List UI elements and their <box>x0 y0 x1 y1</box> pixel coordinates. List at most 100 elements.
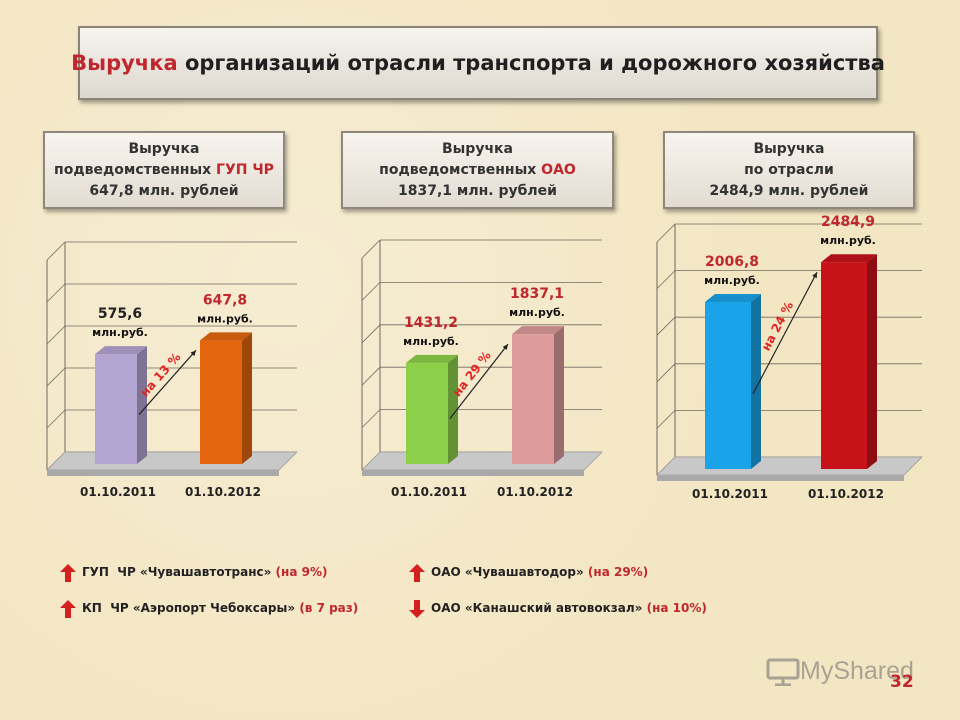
gridline-side <box>361 282 381 301</box>
tick-label: 01.10.2011 <box>80 485 156 499</box>
panel-header-line1: Выручка <box>753 141 825 157</box>
legend-change: (в 7 раз) <box>299 601 359 615</box>
tick-label: 01.10.2012 <box>808 487 884 501</box>
growth-label: на 24 % <box>759 299 796 353</box>
data-label-unit: млн.руб. <box>197 312 253 325</box>
bar-2011 <box>406 362 448 464</box>
panel-header-industry: Выручка по отрасли 2484,9 млн. рублей <box>663 131 915 209</box>
bar-side <box>242 332 252 464</box>
growth-arrow-line <box>449 343 509 419</box>
bar-2012 <box>512 334 554 464</box>
bar-side <box>448 354 458 464</box>
data-label-unit: млн.руб. <box>509 306 565 319</box>
legend-text: ОАО «Канашский автовокзал» <box>431 601 647 615</box>
data-label-unit: млн.руб. <box>820 234 876 247</box>
tick-label: 01.10.2011 <box>692 487 768 501</box>
data-label: 2484,9 <box>821 214 875 230</box>
panel-header-line2a: подведомственных <box>379 162 542 178</box>
bar-top <box>705 294 761 303</box>
data-label: 575,6 <box>98 306 142 322</box>
chart-floor <box>656 456 923 476</box>
bar-side <box>867 254 877 469</box>
panel-header-line1: Выручка <box>128 141 200 157</box>
down-arrow-icon <box>409 599 425 618</box>
gridline-side <box>46 409 66 429</box>
panel-header-line3: 1837,1 млн. рублей <box>398 183 557 199</box>
bar-2011 <box>705 302 751 469</box>
arrow-head-icon <box>812 272 817 279</box>
gridline-side <box>656 270 676 289</box>
legend-item-chuvashavtodor: ОАО «Чувашавтодор» (на 29%) <box>409 563 649 582</box>
tick-label: 01.10.2011 <box>391 485 467 499</box>
data-label: 1837,1 <box>510 286 564 302</box>
legend-item-kanash: ОАО «Канашский автовокзал» (на 10%) <box>409 599 707 618</box>
data-label-unit: млн.руб. <box>92 326 148 339</box>
data-label: 2006,8 <box>705 254 759 270</box>
panel-header-line2a: подведомственных <box>54 162 217 178</box>
slide-title: Выручка организаций отрасли транспорта и… <box>71 26 885 100</box>
gridline-side <box>361 324 381 344</box>
bar-2012 <box>821 262 867 469</box>
legend-text: ОАО «Чувашавтодор» <box>431 565 588 579</box>
bar-2011 <box>95 354 137 464</box>
data-label-unit: млн.руб. <box>704 274 760 287</box>
panel-header-line2b: ОАО <box>541 162 576 178</box>
gridline-side <box>46 241 66 261</box>
panel-header-line2b: ГУП ЧР <box>216 162 274 178</box>
watermark: MyShared <box>766 656 914 686</box>
gridline-side <box>46 325 66 345</box>
chart-floor-edge <box>362 470 584 476</box>
chart-gup: 575,6 млн.руб. 01.10.2011 647,8 млн.руб. 01.1… <box>46 241 298 499</box>
gridline-side <box>361 409 381 428</box>
legend-change: (на 10%) <box>646 601 707 615</box>
bar-side <box>751 294 761 469</box>
chart-floor <box>46 451 298 471</box>
legend-item-airport: КП ЧР «Аэропорт Чебоксары» (в 7 раз) <box>60 599 359 618</box>
panel-header-line2a: по отрасли <box>744 162 834 178</box>
bar-top <box>200 332 252 341</box>
up-arrow-icon <box>409 563 425 582</box>
watermark-text: MyShared <box>800 656 914 685</box>
bar-side <box>554 326 564 464</box>
arrow-head-icon <box>502 344 508 351</box>
panel-header-line3: 2484,9 млн. рублей <box>709 183 869 199</box>
bar-top <box>821 254 877 263</box>
legend-text: ГУП ЧР «Чувашавтотранс» <box>82 565 276 579</box>
tick-label: 01.10.2012 <box>185 485 261 499</box>
page-number: 32 <box>890 672 914 692</box>
gridline-side <box>656 223 676 243</box>
data-label: 647,8 <box>203 292 247 308</box>
data-label-unit: млн.руб. <box>403 335 459 348</box>
legend-change: (на 29%) <box>587 565 649 579</box>
chart-floor <box>361 451 603 471</box>
gridline-side <box>46 367 66 387</box>
chart-floor-edge <box>47 470 279 476</box>
bar-2012 <box>200 340 242 464</box>
panel-header-oao: Выручка подведомственных ОАО 1837,1 млн.… <box>341 131 614 209</box>
chart-floor-edge <box>657 475 904 481</box>
growth-arrow-line <box>752 271 818 395</box>
tick-label: 01.10.2012 <box>497 485 573 499</box>
data-label: 1431,2 <box>404 315 458 331</box>
chart-industry: 2006,8 млн.руб. 01.10.2011 2484,9 млн.руб. 01… <box>656 214 923 501</box>
panel-header-line3: 647,8 млн. рублей <box>89 183 239 199</box>
up-arrow-icon <box>60 563 76 582</box>
gridline-side <box>361 239 381 259</box>
gridline-side <box>361 366 381 386</box>
title-highlight: Выручка <box>71 51 178 75</box>
arrow-head-icon <box>190 350 196 357</box>
bar-top <box>406 354 458 363</box>
up-arrow-icon <box>60 599 76 618</box>
bar-top <box>512 326 564 335</box>
panel-header-gup: Выручка подведомственных ГУП ЧР 647,8 мл… <box>43 131 285 209</box>
bar-top <box>95 346 147 355</box>
gridline-side <box>656 316 676 336</box>
title-rest: организаций отрасли транспорта и дорожно… <box>177 51 885 75</box>
chart-oao: 1431,2 млн.руб. 01.10.2011 1837,1 млн.руб. 01… <box>361 239 603 499</box>
gridline-side <box>46 283 66 303</box>
gridline-side <box>656 410 676 429</box>
legend-item-chuvashavtotrans: ГУП ЧР «Чувашавтотранс» (на 9%) <box>60 563 328 582</box>
panel-header-line1: Выручка <box>441 141 514 157</box>
gridline-side <box>656 363 676 383</box>
legend-change: (на 9%) <box>275 565 328 579</box>
